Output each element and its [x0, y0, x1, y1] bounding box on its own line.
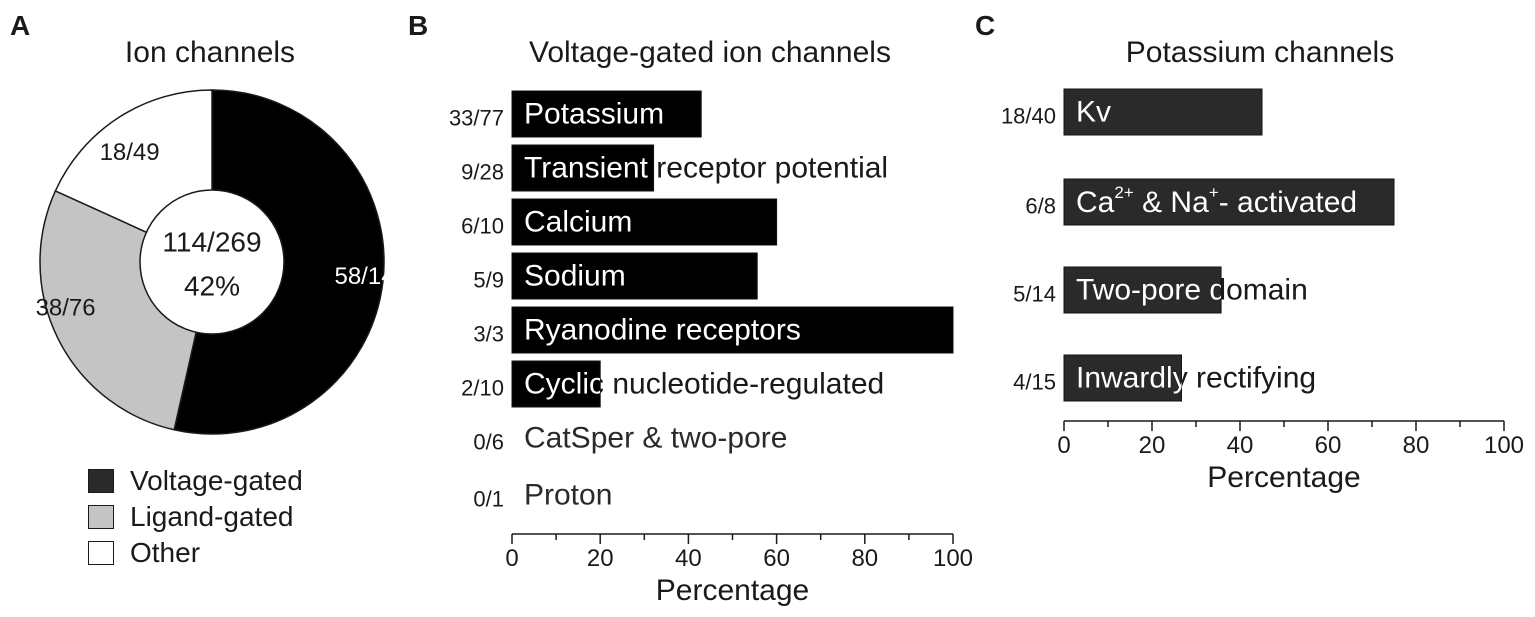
voltage-gated-x-axis-label: Percentage: [656, 574, 809, 607]
voltage-gated-bar-potassium: [511, 90, 702, 138]
voltage-gated-bar-transient-receptor-potential: [511, 144, 655, 192]
legend-item-voltage-gated: Voltage-gated: [88, 465, 303, 496]
potassium-count-label-kv: 18/40: [1001, 104, 1056, 129]
voltage-gated-count-label-calcium: 6/10: [461, 214, 504, 239]
panel-a-title: Ion channels: [124, 36, 296, 69]
potassium-x-tick-label-100: 100: [1484, 432, 1524, 459]
ca-na-label-part-3: +: [1209, 183, 1219, 202]
legend-label-other: Other: [130, 537, 201, 568]
potassium-x-tick-label-40: 40: [1227, 432, 1254, 459]
potassium-bar-kv: [1063, 88, 1263, 136]
potassium-category-label-kv: Kv: [1076, 96, 1111, 129]
voltage-gated-count-label-proton: 0/1: [473, 487, 504, 512]
ca-na-label-part-0: Ca: [1076, 186, 1115, 219]
ca-na-label-part-1: 2+: [1114, 183, 1133, 202]
voltage-gated-count-label-catsper-two-pore: 0/6: [473, 430, 504, 455]
voltage-gated-count-label-ryanodine-receptors: 3/3: [473, 322, 504, 347]
voltage-gated-category-label-catsper-two-pore: CatSper & two-pore: [524, 422, 787, 455]
voltage-gated-category-label-cyclic-nucleotide-regulated: Cyclic nucleotide-regulated: [524, 368, 884, 401]
voltage-gated-count-label-potassium: 33/77: [449, 106, 504, 131]
pie-center-percent: 42%: [184, 271, 240, 302]
pie-slice-label-other: 18/49: [100, 139, 160, 166]
potassium-x-tick-label-20: 20: [1139, 432, 1166, 459]
potassium-category-label-ca2-na-activated: Ca2+ & Na+- activated: [1076, 183, 1357, 219]
ca-na-label-part-2: & Na: [1134, 186, 1209, 219]
voltage-gated-bar-calcium: [511, 198, 778, 246]
potassium-bar-ca2-na-activated: [1063, 178, 1395, 226]
potassium-category-label-two-pore-domain: Two-pore domain: [1076, 274, 1308, 307]
voltage-gated-x-tick-label-0: 0: [505, 545, 518, 572]
pie-slice-label-ligand-gated: 38/76: [36, 294, 96, 321]
voltage-gated-count-label-transient-receptor-potential: 9/28: [461, 160, 504, 185]
pie-center-count: 114/269: [162, 227, 261, 258]
potassium-bar-chart: Kv 18/40 Ca2+ & Na+- activated 6/8 Two-pore …: [1001, 88, 1524, 494]
potassium-bar-inwardly-rectifying: [1063, 354, 1182, 402]
legend-swatch-ligand-gated: [88, 505, 114, 529]
panel-a-letter: A: [10, 10, 31, 41]
voltage-gated-count-label-cyclic-nucleotide-regulated: 2/10: [461, 376, 504, 401]
voltage-gated-count-label-sodium: 5/9: [473, 268, 504, 293]
voltage-gated-bar-sodium: [511, 252, 758, 300]
legend-swatch-other: [88, 541, 114, 565]
pie-center-hole: [139, 189, 285, 335]
voltage-gated-bar-ryanodine-receptors: [511, 306, 954, 354]
panel-c-letter: C: [975, 10, 996, 41]
legend-label-ligand-gated: Ligand-gated: [130, 501, 294, 532]
voltage-gated-category-label-sodium: Sodium: [524, 260, 626, 293]
potassium-x-tick-label-0: 0: [1057, 432, 1070, 459]
legend-label-voltage-gated: Voltage-gated: [130, 465, 303, 496]
panel-c-title: Potassium channels: [1125, 36, 1395, 69]
legend-item-ligand-gated: Ligand-gated: [88, 501, 294, 532]
potassium-x-tick-label-60: 60: [1315, 432, 1342, 459]
panel-b-title: Voltage-gated ion channels: [529, 36, 891, 69]
voltage-gated-category-label-potassium: Potassium: [524, 98, 664, 131]
potassium-count-label-two-pore-domain: 5/14: [1013, 282, 1056, 307]
potassium-category-label-inwardly-rectifying: Inwardly rectifying: [1076, 362, 1316, 395]
pie-slice-label-voltage-gated: 58/144: [334, 263, 407, 290]
voltage-gated-bar-chart: Potassium 33/77 Transient receptor potenti…: [449, 90, 973, 607]
voltage-gated-category-label-ryanodine-receptors: Ryanodine receptors: [524, 314, 801, 347]
pie-chart: 58/144 38/76 18/49 114/269 42%: [36, 89, 408, 435]
legend-swatch-voltage-gated: [88, 469, 114, 493]
voltage-gated-bar-cyclic-nucleotide-regulated: [511, 360, 601, 408]
potassium-x-tick-label-80: 80: [1403, 432, 1430, 459]
voltage-gated-x-tick-label-100: 100: [933, 545, 973, 572]
potassium-x-axis-label: Percentage: [1207, 461, 1360, 494]
voltage-gated-category-label-transient-receptor-potential: Transient receptor potential: [524, 152, 888, 185]
potassium-bar-two-pore-domain: [1063, 266, 1222, 314]
ca-na-label-part-4: - activated: [1219, 186, 1357, 219]
voltage-gated-category-label-proton: Proton: [524, 479, 612, 512]
voltage-gated-category-label-calcium: Calcium: [524, 206, 632, 239]
legend-item-other: Other: [88, 537, 201, 568]
voltage-gated-x-tick-label-60: 60: [763, 545, 790, 572]
voltage-gated-x-tick-label-80: 80: [851, 545, 878, 572]
panel-b-letter: B: [408, 10, 429, 41]
potassium-count-label-ca2-na-activated: 6/8: [1025, 194, 1056, 219]
potassium-count-label-inwardly-rectifying: 4/15: [1013, 370, 1056, 395]
voltage-gated-x-tick-label-20: 20: [587, 545, 614, 572]
voltage-gated-x-tick-label-40: 40: [675, 545, 702, 572]
